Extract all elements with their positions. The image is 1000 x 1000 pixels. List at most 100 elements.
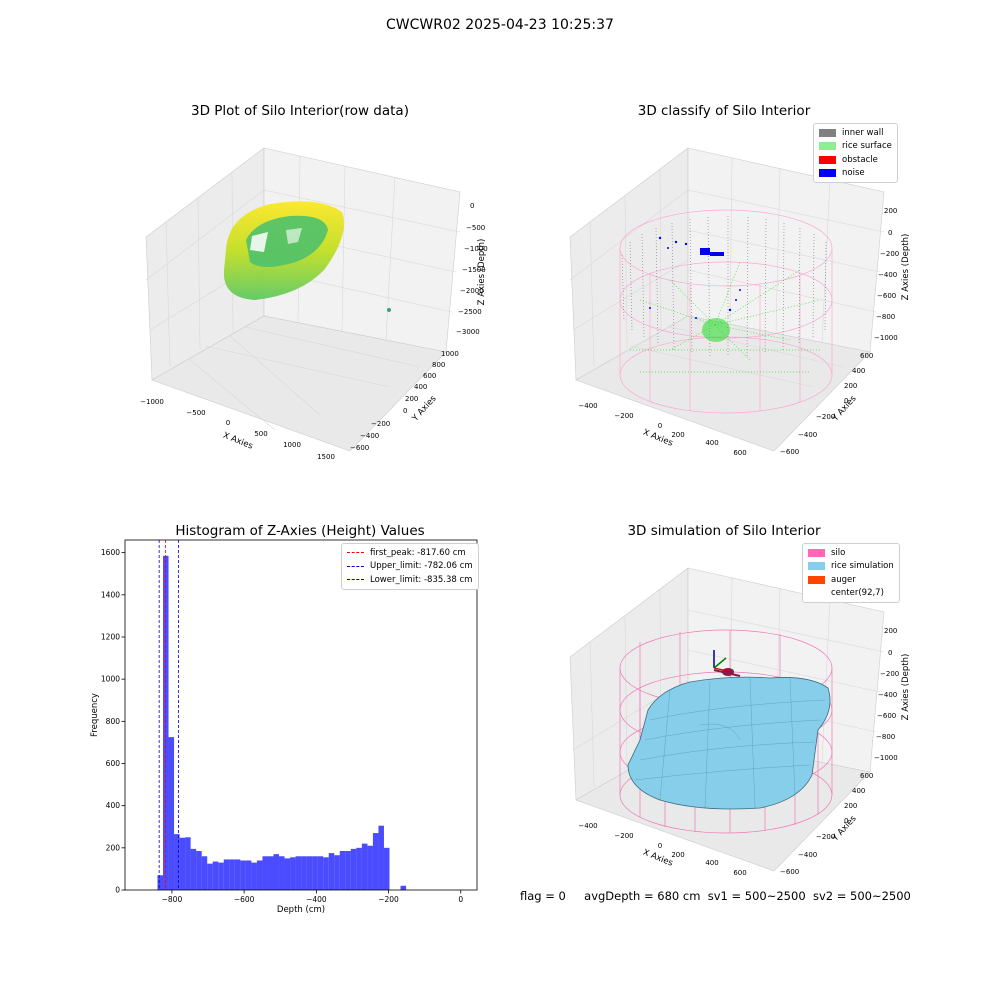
histogram-ylabel: Frequency — [90, 693, 100, 737]
svg-text:0: 0 — [658, 422, 662, 430]
histogram-bar — [361, 843, 368, 890]
histogram-xtick-label: 0 — [458, 895, 463, 904]
svg-text:400: 400 — [705, 859, 718, 867]
svg-text:−200: −200 — [880, 250, 899, 258]
svg-text:500: 500 — [254, 430, 267, 438]
histogram-bar — [350, 848, 357, 890]
histogram-xtick-label: −400 — [306, 895, 327, 904]
svg-text:−500: −500 — [186, 409, 205, 417]
histogram-bar — [400, 885, 407, 890]
svg-text:400: 400 — [705, 439, 718, 447]
histogram-ytick-label: 1200 — [101, 632, 120, 641]
legend-item-rice-surface: rice surface — [819, 140, 892, 154]
histogram-ytick-label: 800 — [106, 717, 121, 726]
svg-text:0: 0 — [844, 817, 848, 825]
histogram-legend: first_peak: -817.60 cm Upper_limit: -782… — [341, 543, 479, 590]
svg-text:800: 800 — [432, 361, 445, 369]
svg-text:−200: −200 — [614, 412, 633, 420]
panel4-legend: silo rice simulation auger center(92,7) — [802, 543, 900, 603]
svg-text:−800: −800 — [876, 313, 895, 321]
svg-text:600: 600 — [860, 772, 873, 780]
figure-title: CWCWR02 2025-04-23 10:25:37 — [386, 17, 614, 33]
svg-text:0: 0 — [658, 842, 662, 850]
histogram-bar — [251, 862, 257, 890]
svg-text:600: 600 — [423, 372, 436, 380]
histogram-frame — [124, 539, 478, 891]
panel1-zlabel: Z Axies (Depth) — [477, 239, 487, 306]
histogram-bar — [201, 856, 208, 890]
svg-text:200: 200 — [844, 382, 857, 390]
panel4-zlabel: Z Axies (Depth) — [901, 654, 911, 721]
histogram-xtick-label: −600 — [234, 895, 255, 904]
histogram-ytick-label: 0 — [115, 886, 120, 895]
svg-text:−2500: −2500 — [458, 308, 482, 316]
histogram-bar — [317, 856, 324, 890]
legend-item-inner-wall: inner wall — [819, 126, 892, 140]
svg-text:−200: −200 — [816, 833, 835, 841]
histogram-bar — [223, 859, 230, 890]
histogram-ytick-label: 1600 — [101, 548, 120, 557]
histogram-bar — [267, 856, 274, 890]
histogram-bar — [306, 856, 313, 890]
histogram-xlabel: Depth (cm) — [277, 905, 325, 915]
histogram-bar — [279, 856, 285, 890]
svg-text:−500: −500 — [466, 224, 485, 232]
svg-text:−400: −400 — [578, 402, 597, 410]
legend-item-rice-simulation: rice simulation — [808, 560, 894, 574]
histogram-bar — [273, 854, 280, 890]
histogram-bar — [256, 860, 263, 890]
svg-text:−1000: −1000 — [874, 334, 898, 342]
histogram-bar — [295, 856, 302, 890]
svg-text:600: 600 — [733, 449, 746, 457]
histogram-ytick-label: 400 — [106, 801, 121, 810]
svg-text:200: 200 — [884, 207, 897, 215]
svg-text:200: 200 — [884, 627, 897, 635]
histogram-ytick-label: 1400 — [101, 590, 120, 599]
status-sv2: sv2 = 500~2500 — [812, 889, 911, 903]
status-line: flag = 0 avgDepth = 680 cm sv1 = 500~250… — [520, 889, 911, 903]
histogram-bar — [262, 856, 268, 890]
svg-text:0: 0 — [403, 407, 407, 415]
histogram-bar — [185, 837, 191, 890]
svg-text:0: 0 — [844, 397, 848, 405]
svg-text:−3000: −3000 — [456, 328, 480, 336]
svg-text:−600: −600 — [877, 712, 896, 720]
svg-text:0: 0 — [888, 649, 892, 657]
histogram-bar — [234, 859, 241, 890]
svg-text:−200: −200 — [614, 832, 633, 840]
legend-item-upper-limit: Upper_limit: -782.06 cm — [347, 560, 473, 574]
histogram-bar — [367, 845, 373, 890]
svg-text:−200: −200 — [371, 420, 390, 428]
svg-text:−400: −400 — [798, 431, 817, 439]
svg-text:600: 600 — [860, 352, 873, 360]
histogram-ytick-label: 600 — [106, 759, 121, 768]
svg-text:−200: −200 — [880, 670, 899, 678]
histogram-bar — [284, 858, 291, 890]
histogram-bar — [323, 857, 329, 890]
panel3-title: Histogram of Z-Axies (Height) Values — [175, 523, 425, 539]
histogram-bar — [301, 856, 307, 890]
status-sv1: sv1 = 500~2500 — [707, 889, 806, 903]
svg-text:1500: 1500 — [317, 453, 335, 461]
svg-text:−600: −600 — [877, 292, 896, 300]
histogram-xtick-label: −800 — [162, 895, 183, 904]
panel1-title: 3D Plot of Silo Interior(row data) — [191, 103, 409, 119]
histogram-ytick-label: 200 — [106, 843, 121, 852]
svg-text:−800: −800 — [876, 733, 895, 741]
histogram-ytick-label: 1000 — [101, 675, 120, 684]
svg-text:200: 200 — [405, 395, 418, 403]
legend-item-noise: noise — [819, 167, 892, 181]
svg-text:0: 0 — [888, 229, 892, 237]
histogram-bar — [229, 859, 235, 890]
histogram-bar — [356, 847, 362, 890]
svg-text:−400: −400 — [798, 851, 817, 859]
panel1-3d-axes: −1000 −500 0 500 1000 1500 −600 −400 −200 0 20… — [140, 147, 488, 461]
svg-text:−1000: −1000 — [464, 245, 488, 253]
svg-text:200: 200 — [671, 431, 684, 439]
svg-text:400: 400 — [414, 383, 427, 391]
svg-text:400: 400 — [852, 367, 865, 375]
legend-item-obstacle: obstacle — [819, 153, 892, 167]
histogram-bar — [207, 863, 213, 890]
outlier-point — [387, 308, 391, 312]
svg-text:200: 200 — [671, 851, 684, 859]
